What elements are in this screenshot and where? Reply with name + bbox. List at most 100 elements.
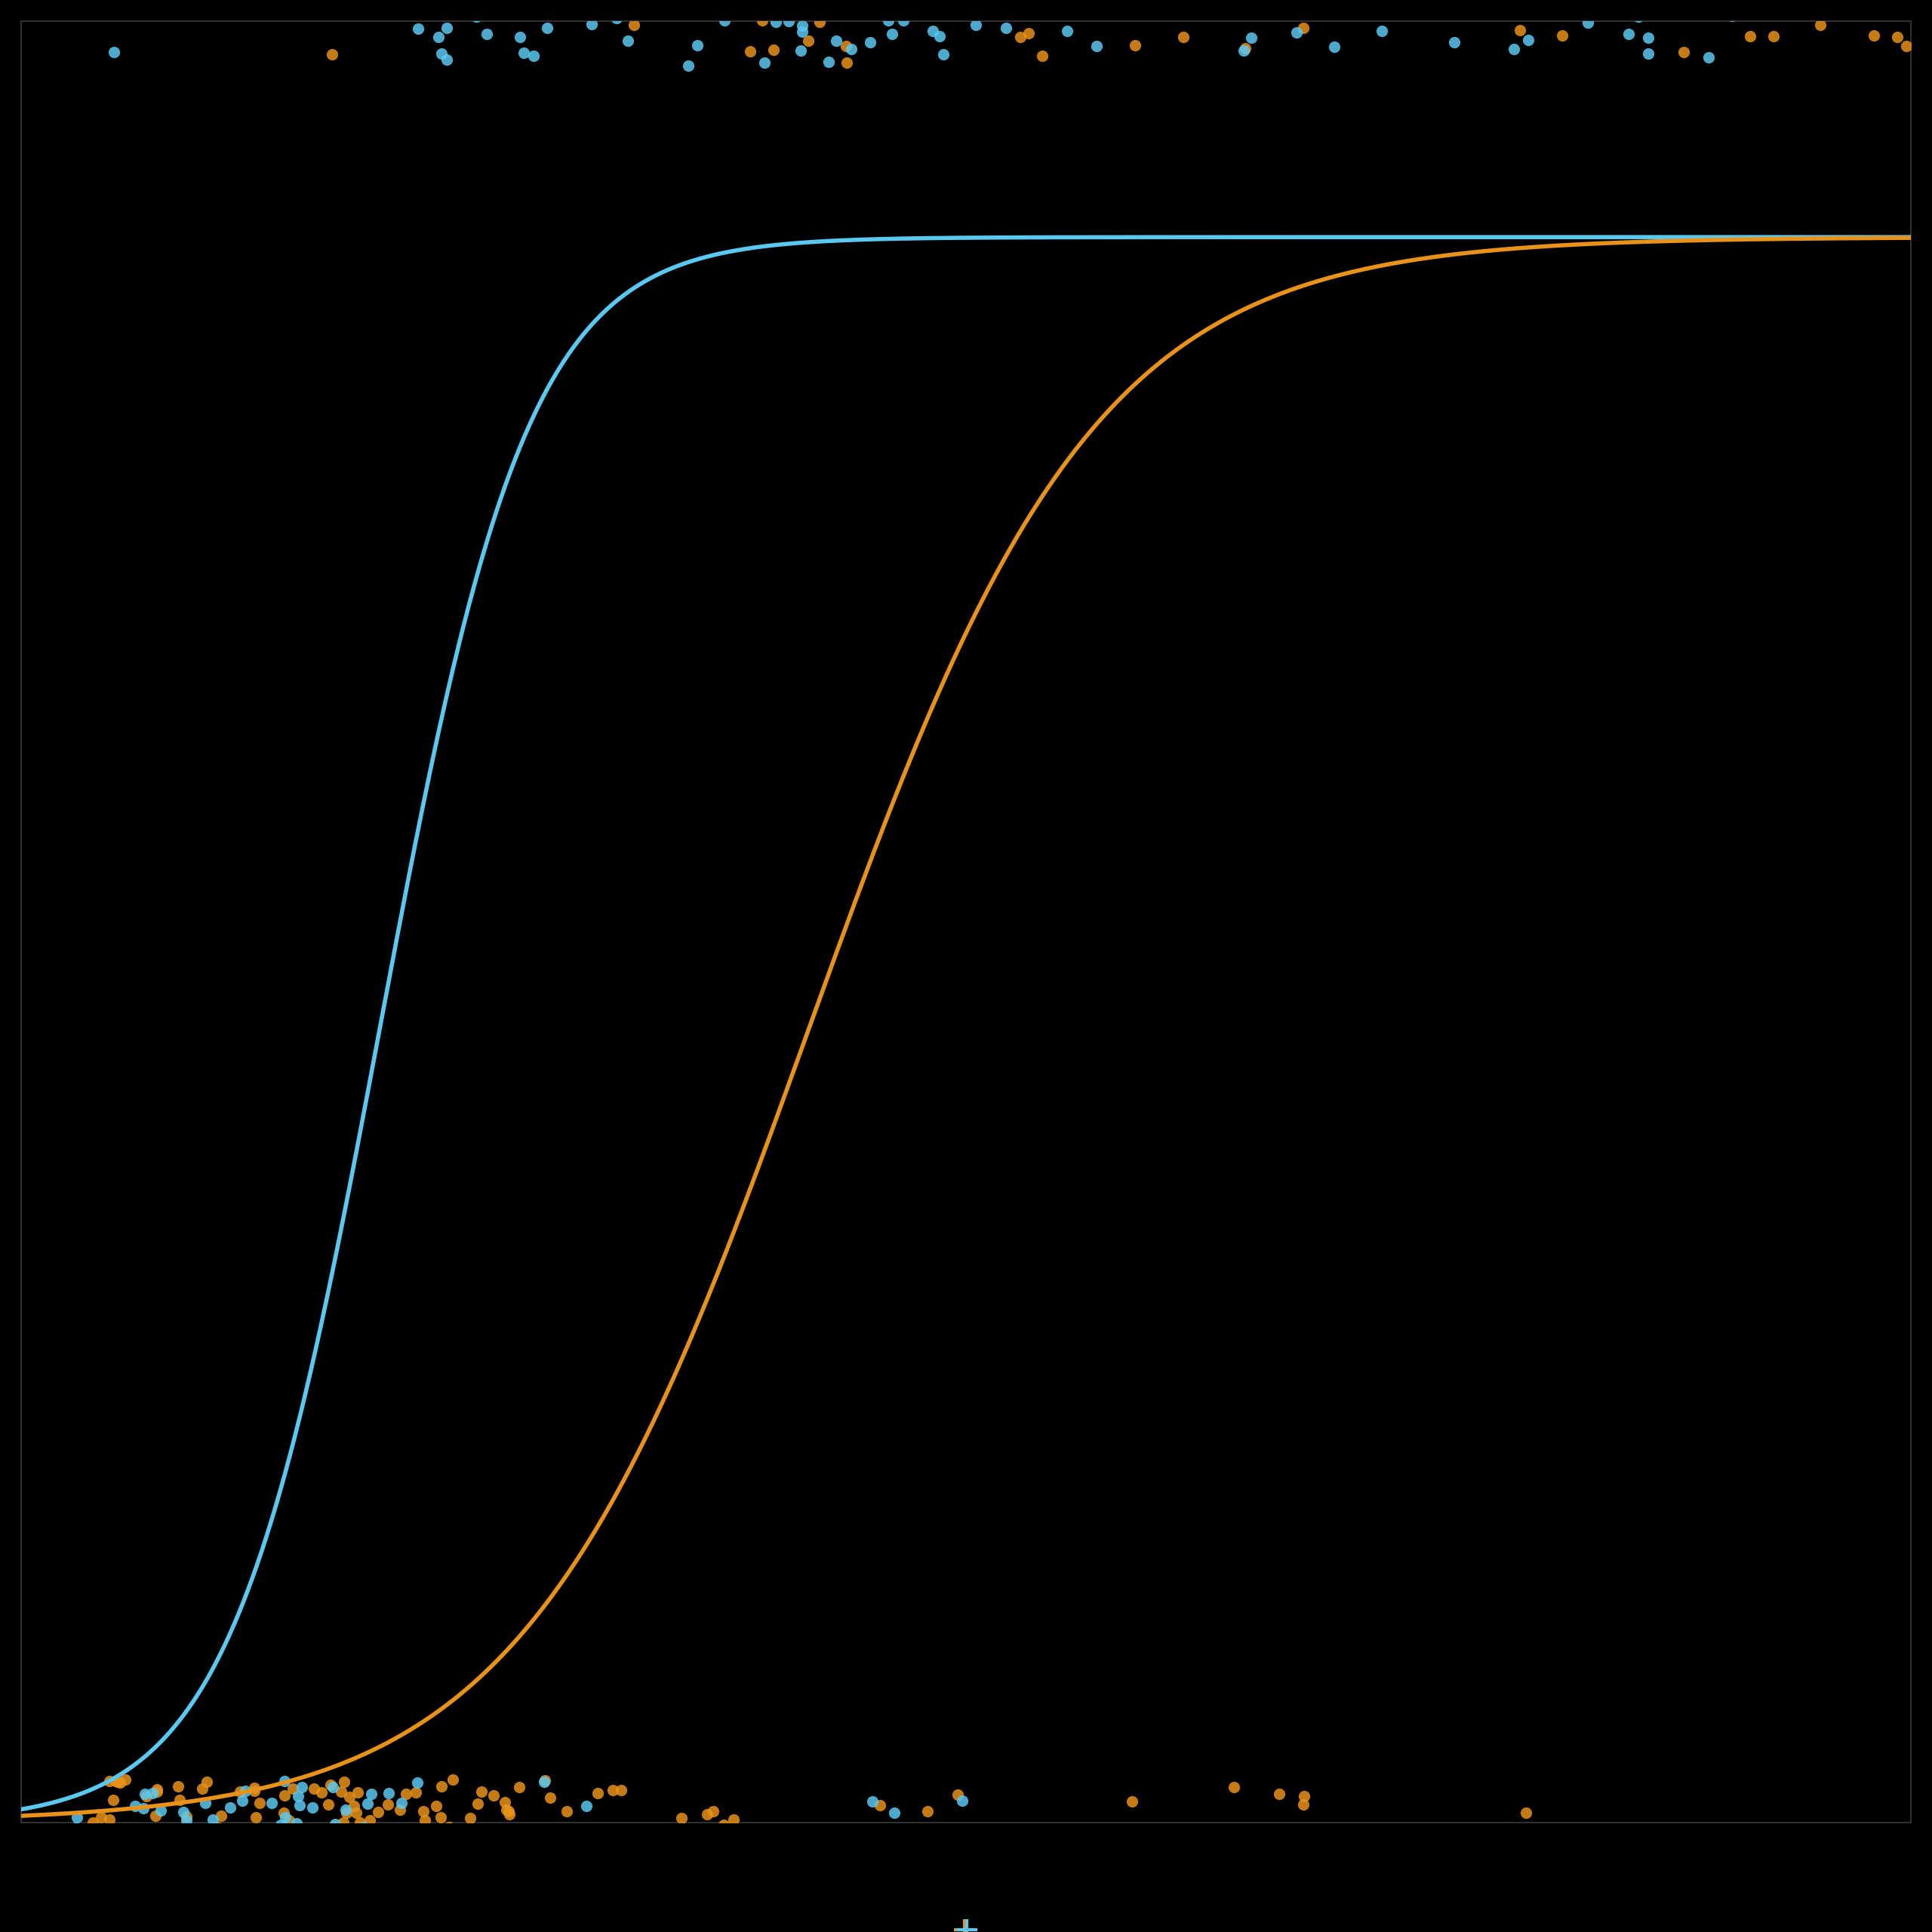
Point [493,1795,524,1826]
Point [1289,1789,1320,1820]
Point [479,0,510,10]
Point [95,1814,126,1845]
Point [460,2,491,33]
Point [299,1832,330,1862]
Point [891,0,922,14]
Point [918,15,949,46]
Point [1320,31,1350,62]
Point [170,1804,201,1835]
Point [1582,0,1613,31]
Point [1758,21,1789,52]
Point [1287,12,1318,43]
Point [135,1849,166,1880]
Point [120,1791,151,1822]
Point [357,1822,388,1853]
Point [128,1793,158,1824]
Point [1451,0,1482,6]
Point [1366,15,1397,46]
Point [1623,2,1654,33]
Point [1891,31,1922,62]
Point [330,1797,361,1828]
Point [226,1820,257,1851]
Point [877,19,908,50]
Point [493,1799,524,1830]
Point [423,21,454,52]
Point [357,0,388,27]
Point [191,1766,222,1797]
Point [431,44,462,75]
Point [738,1822,769,1853]
Point [887,0,918,17]
Point [384,1832,415,1862]
Point [1289,1779,1320,1810]
Point [170,1801,201,1832]
Point [1604,0,1634,23]
Point [481,0,512,19]
Point [228,1841,259,1872]
Point [1014,17,1045,48]
Point [155,1847,185,1878]
Point [400,1777,431,1808]
Point [410,1804,440,1835]
Point [896,0,927,19]
Point [427,39,458,70]
Point [728,1828,759,1859]
Point [201,1812,232,1843]
Point [462,1835,493,1866]
Point [189,1824,220,1855]
Point [85,1803,116,1833]
Point [902,1835,933,1866]
Point [1219,1772,1250,1803]
Point [131,1781,162,1812]
Point [572,1791,603,1822]
Point [278,1774,309,1804]
Point [52,0,83,19]
Point [334,1781,365,1812]
Point [267,1830,298,1861]
Point [1269,1835,1300,1866]
Point [761,6,792,37]
Point [272,1804,303,1835]
Point [355,1779,386,1810]
Point [1633,39,1663,70]
Point [895,0,925,23]
Point [257,1787,288,1818]
Point [307,1851,338,1882]
Point [821,25,852,56]
Point [1117,1785,1148,1816]
Point [1007,0,1037,21]
Point [290,1845,321,1876]
Point [344,1828,375,1859]
Point [390,1837,421,1868]
Point [1505,15,1536,46]
Point [607,1774,638,1804]
Point [535,1783,566,1814]
Point [336,0,367,10]
Point [485,1833,516,1864]
Point [164,1839,195,1870]
Point [551,1797,582,1828]
Point [595,0,626,29]
Point [317,39,348,70]
Point [1007,1818,1037,1849]
Point [437,1764,468,1795]
Point [224,1776,255,1806]
Point [319,1808,350,1839]
Point [1016,0,1047,29]
Point [280,1808,311,1839]
Point [108,1832,139,1862]
Point [319,1812,350,1843]
Point [141,1774,172,1804]
Point [95,1766,126,1797]
Point [70,1847,100,1878]
Point [110,1764,141,1795]
Point [201,1826,232,1857]
Point [651,0,682,23]
Point [70,1814,100,1845]
Point [336,1818,367,1849]
Point [1080,31,1111,62]
Point [599,1820,630,1851]
Point [1271,0,1302,25]
Point [1167,21,1198,52]
Point [240,1776,270,1806]
